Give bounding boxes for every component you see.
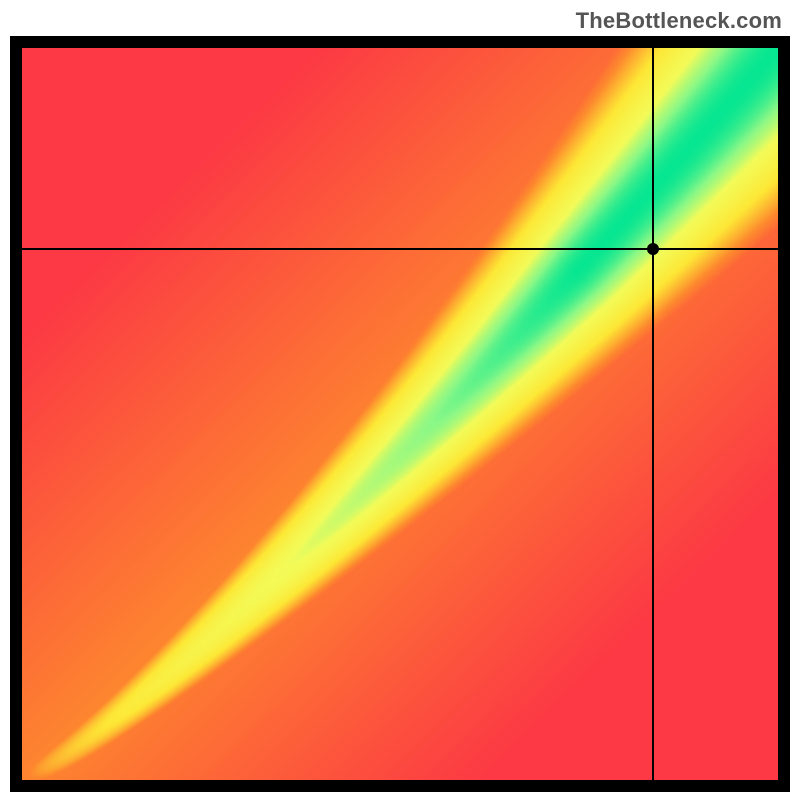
crosshair-vertical bbox=[652, 48, 654, 780]
crosshair-horizontal bbox=[22, 248, 778, 250]
crosshair-marker-dot bbox=[647, 243, 659, 255]
plot-area bbox=[22, 48, 778, 780]
heatmap-canvas bbox=[22, 48, 778, 780]
chart-container: { "watermark": { "text": "TheBottleneck.… bbox=[0, 0, 800, 800]
watermark-text: TheBottleneck.com bbox=[576, 8, 782, 34]
